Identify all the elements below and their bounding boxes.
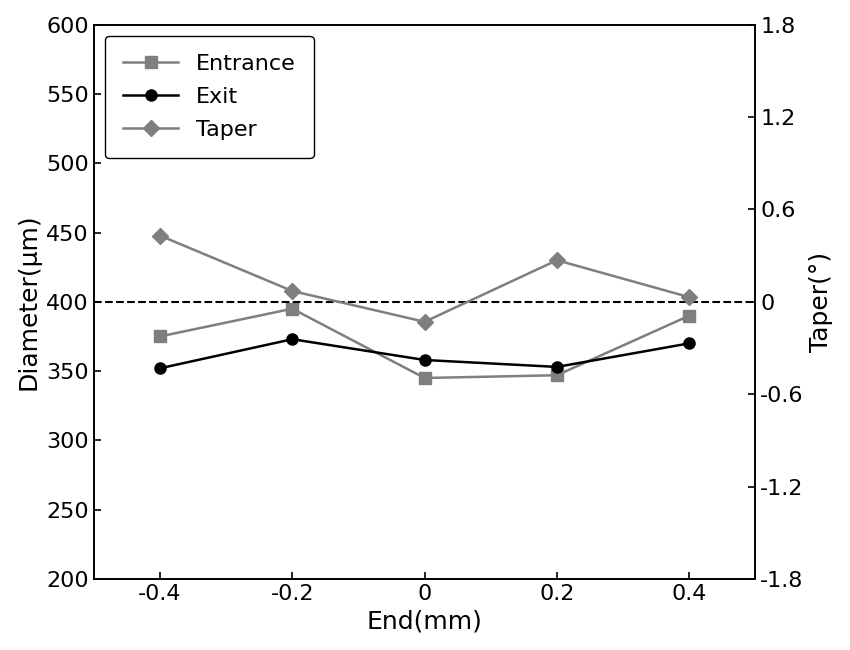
Entrance [420,374,430,382]
Entrance [684,312,694,320]
X-axis label: End(mm): End(mm) [366,609,483,633]
Taper [552,256,562,264]
Y-axis label: Taper(°): Taper(°) [809,252,833,352]
Exit [287,335,298,343]
Exit [420,356,430,364]
Taper [684,293,694,301]
Legend: Entrance, Exit, Taper: Entrance, Exit, Taper [105,36,314,158]
Taper [287,287,298,295]
Entrance [552,371,562,379]
Line: Entrance: Entrance [155,303,694,384]
Entrance [155,333,165,341]
Taper [420,318,430,326]
Line: Taper: Taper [155,230,694,328]
Taper [155,231,165,239]
Y-axis label: Diameter(μm): Diameter(μm) [17,213,41,390]
Entrance [287,305,298,313]
Exit [684,339,694,347]
Exit [552,363,562,370]
Line: Exit: Exit [155,333,694,374]
Exit [155,365,165,372]
